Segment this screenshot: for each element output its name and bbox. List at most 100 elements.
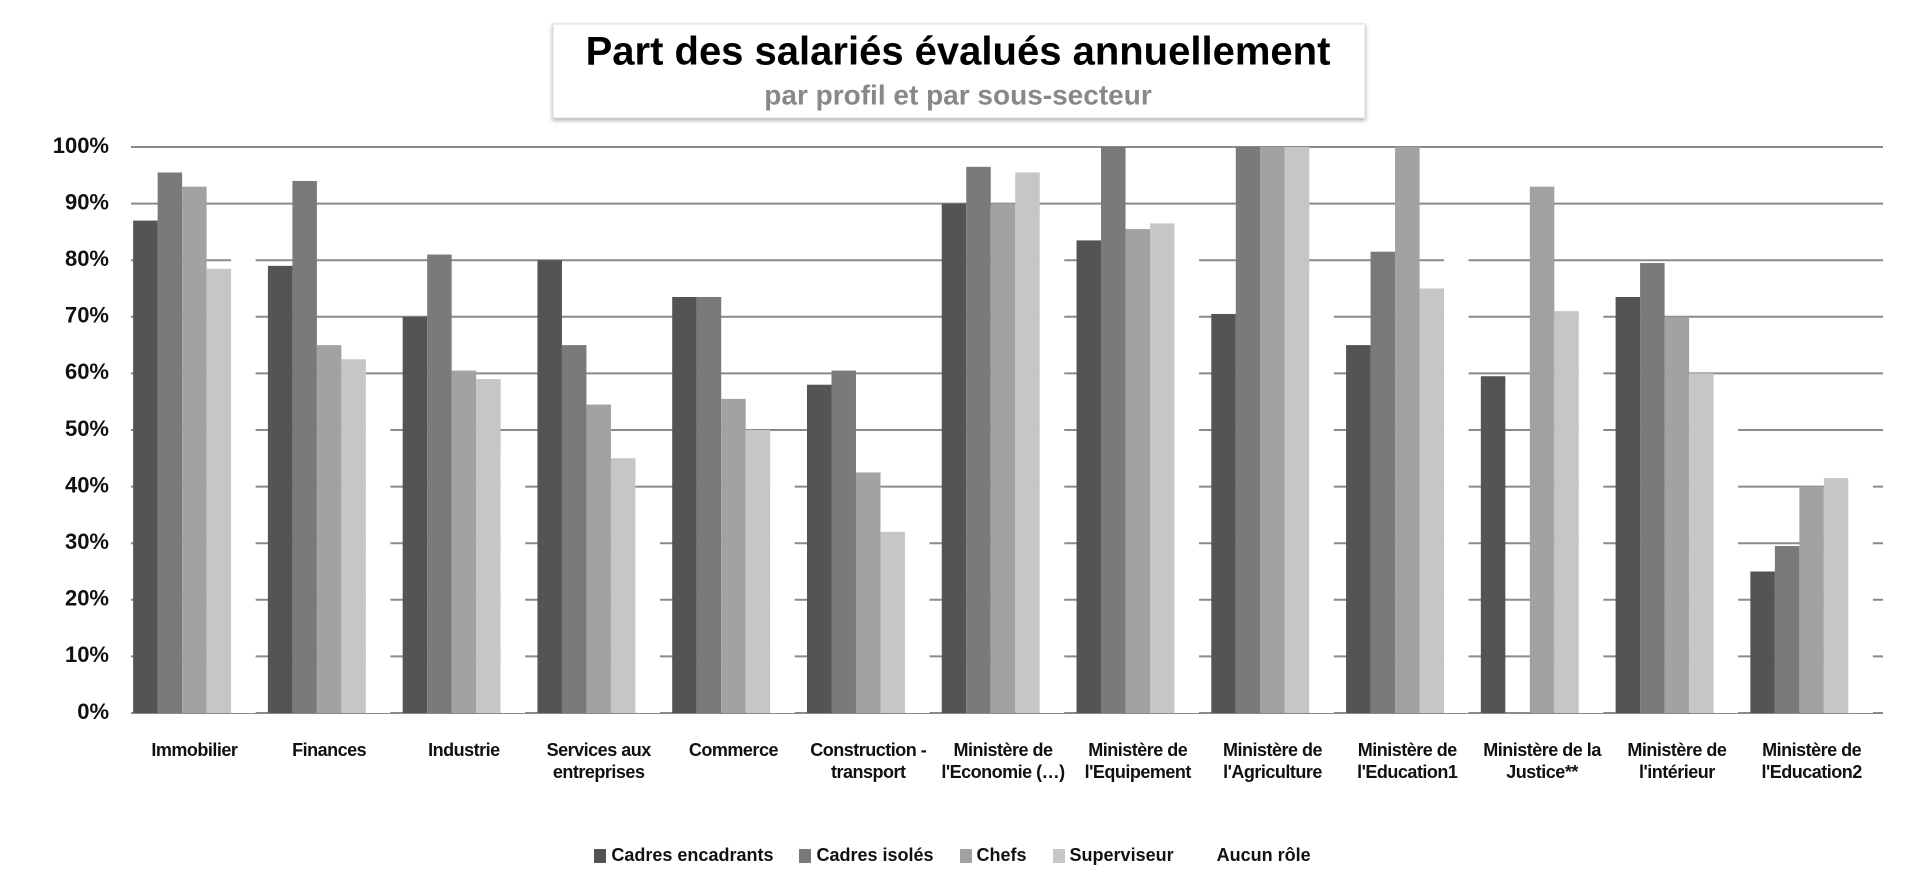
bar bbox=[672, 296, 697, 713]
bar bbox=[610, 458, 636, 713]
bar bbox=[402, 316, 428, 713]
bar bbox=[1346, 345, 1371, 713]
bar bbox=[586, 404, 611, 713]
bar bbox=[1260, 147, 1285, 713]
bar bbox=[1039, 217, 1065, 713]
y-tick-label: 50% bbox=[65, 416, 109, 441]
y-tick-label: 60% bbox=[65, 359, 109, 384]
bar bbox=[1015, 172, 1040, 714]
bar bbox=[231, 234, 256, 714]
legend-item: Cadres encadrants bbox=[594, 845, 773, 866]
bar bbox=[1664, 316, 1690, 713]
bar bbox=[1615, 296, 1641, 713]
x-tick-label: Ministère de l'Agriculture bbox=[1223, 740, 1323, 782]
x-tick-label: Commerce bbox=[688, 740, 779, 760]
legend-label: Superviseur bbox=[1069, 845, 1174, 865]
x-tick-label: Immobilier bbox=[151, 740, 238, 760]
legend-label: Aucun rôle bbox=[1216, 845, 1311, 865]
bar bbox=[1235, 147, 1261, 713]
y-tick-label: 90% bbox=[65, 189, 109, 214]
bar bbox=[1309, 271, 1334, 713]
legend-swatch bbox=[594, 848, 607, 863]
bar bbox=[721, 398, 746, 713]
bar bbox=[1774, 546, 1800, 713]
bar bbox=[635, 492, 660, 713]
x-tick-label: Services aux entreprises bbox=[546, 740, 652, 782]
legend-item: Cadres isolés bbox=[799, 845, 934, 866]
bar bbox=[427, 254, 452, 714]
x-tick-label: Ministère de la Justice** bbox=[1483, 740, 1601, 782]
bar bbox=[855, 472, 881, 713]
bar bbox=[476, 379, 501, 713]
bar bbox=[451, 370, 477, 713]
bar bbox=[1125, 229, 1151, 713]
bar bbox=[1444, 209, 1469, 713]
y-tick-label: 30% bbox=[65, 529, 109, 554]
bar bbox=[1419, 288, 1445, 713]
y-tick-label: 10% bbox=[65, 642, 109, 667]
legend-swatch bbox=[799, 848, 812, 863]
legend-item: Superviseur bbox=[1052, 845, 1174, 866]
bar bbox=[1640, 263, 1665, 713]
legend-label: Cadres isolés bbox=[816, 845, 934, 865]
bar bbox=[133, 220, 158, 713]
y-tick-label: 100% bbox=[53, 133, 109, 158]
bar bbox=[1529, 186, 1555, 713]
bar bbox=[770, 483, 795, 713]
y-tick-label: 70% bbox=[65, 303, 109, 328]
legend-swatch bbox=[1052, 848, 1065, 863]
legend: Cadres encadrants Cadres isolés Chefs Super… bbox=[0, 845, 1905, 866]
bar bbox=[292, 180, 317, 713]
bar bbox=[561, 345, 587, 713]
x-tick-label: Ministère de l'Education1 bbox=[1357, 740, 1458, 782]
bar bbox=[182, 186, 207, 713]
chart-title: Part des salariés évalués annuellement bbox=[586, 30, 1331, 74]
bar bbox=[696, 296, 722, 713]
x-tick-label: Ministère de l'Economie (…) bbox=[941, 740, 1065, 782]
bar bbox=[1554, 311, 1579, 713]
bar bbox=[1578, 271, 1604, 713]
x-tick-label: Finances bbox=[292, 740, 367, 760]
bar bbox=[157, 172, 183, 714]
legend-label: Chefs bbox=[976, 845, 1027, 865]
bar bbox=[1150, 223, 1175, 713]
bar bbox=[1076, 240, 1102, 713]
legend-label: Cadres encadrants bbox=[611, 845, 774, 865]
x-tick-label: Industrie bbox=[428, 740, 500, 760]
x-tick-label: Ministère de l'intérieur bbox=[1627, 740, 1727, 782]
bar bbox=[267, 265, 293, 713]
legend-item: Chefs bbox=[959, 845, 1027, 866]
y-tick-label: 80% bbox=[65, 246, 109, 271]
legend-swatch bbox=[1199, 848, 1212, 863]
bar bbox=[831, 370, 856, 713]
bar bbox=[1713, 376, 1739, 713]
bar bbox=[1480, 376, 1506, 713]
bar bbox=[880, 531, 905, 713]
bar bbox=[1689, 373, 1714, 713]
legend-swatch bbox=[959, 848, 972, 863]
y-tick-label: 20% bbox=[65, 586, 109, 611]
x-tick-label: Ministère de l'Equipement bbox=[1084, 740, 1192, 782]
x-tick-label: Construction - transport bbox=[810, 740, 927, 782]
bar bbox=[941, 203, 967, 713]
bar bbox=[1395, 147, 1420, 713]
y-tick-label: 40% bbox=[65, 472, 109, 497]
bar bbox=[1750, 571, 1775, 713]
title-box bbox=[552, 23, 1366, 119]
y-tick-label: 0% bbox=[77, 699, 109, 724]
bar bbox=[537, 260, 562, 713]
bar bbox=[365, 379, 391, 713]
bar bbox=[1370, 251, 1396, 713]
legend-item: Aucun rôle bbox=[1199, 845, 1311, 866]
bar bbox=[990, 203, 1016, 713]
bar bbox=[1823, 478, 1849, 713]
bar bbox=[1284, 147, 1310, 713]
bar bbox=[1101, 147, 1126, 713]
bar bbox=[1211, 313, 1236, 713]
chart-subtitle: par profil et par sous-secteur bbox=[764, 79, 1152, 110]
x-tick-label: Ministère de l'Education2 bbox=[1761, 740, 1862, 782]
bar bbox=[1799, 486, 1824, 713]
bar bbox=[1848, 446, 1873, 713]
